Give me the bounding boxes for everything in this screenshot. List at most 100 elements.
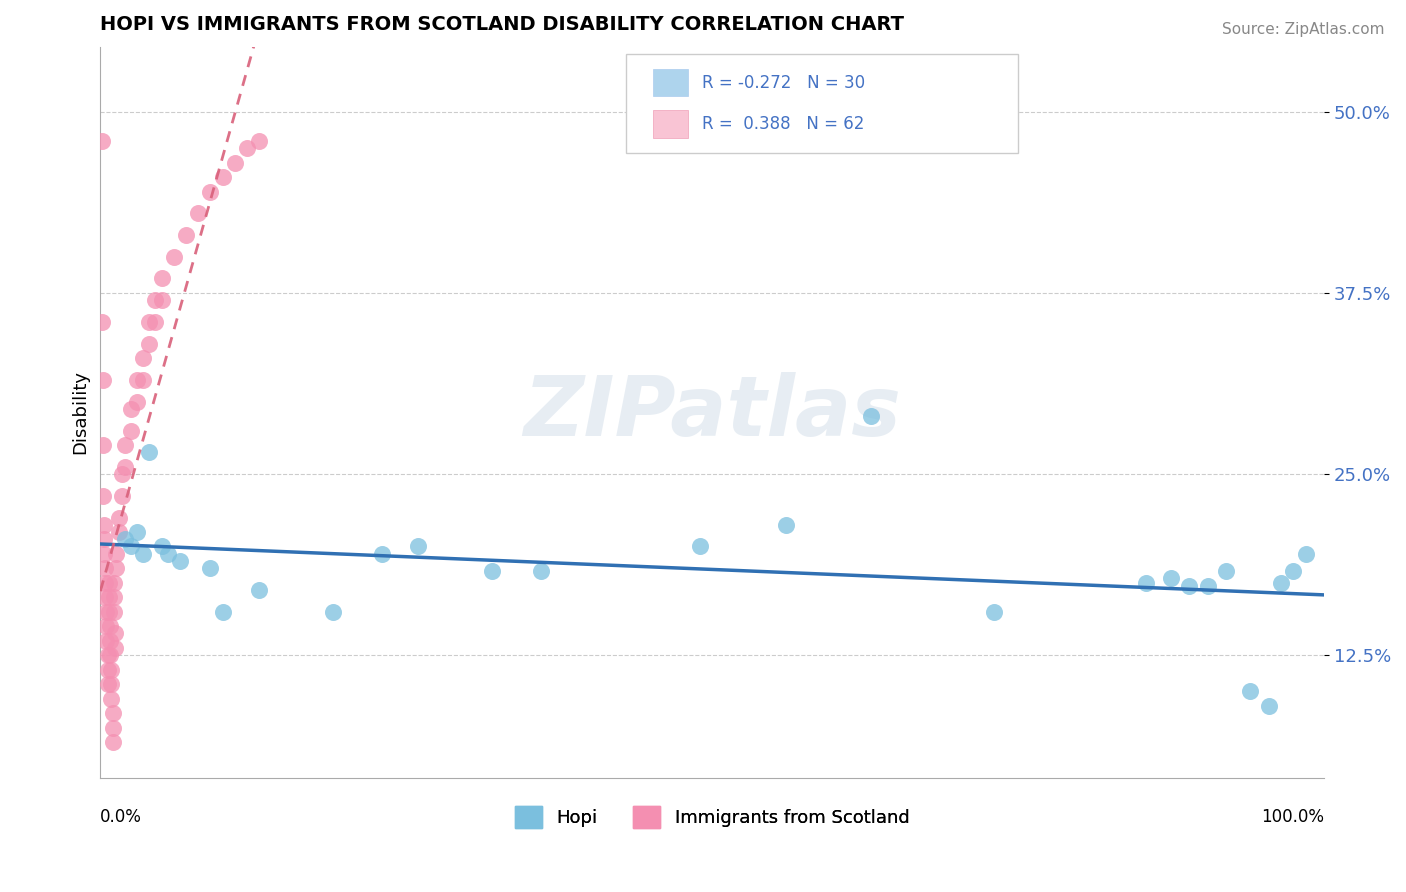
Point (120, 401, 142, 416)
Point (114, 459, 136, 474)
Point (90, 315, 112, 329)
Point (249, 582, 271, 597)
Point (97, 648, 120, 662)
Point (322, 605, 344, 619)
Point (120, 540, 142, 554)
Point (145, 293, 167, 308)
Point (249, 134, 271, 148)
Point (125, 373, 148, 387)
Point (98, 619, 121, 633)
Point (104, 640, 127, 655)
Point (111, 467, 134, 481)
Point (120, 424, 142, 438)
Point (103, 590, 125, 604)
Point (1135, 575, 1157, 590)
Text: Source: ZipAtlas.com: Source: ZipAtlas.com (1222, 22, 1385, 37)
Text: R = -0.272   N = 30: R = -0.272 N = 30 (703, 73, 866, 92)
FancyBboxPatch shape (654, 69, 688, 96)
Point (150, 540, 173, 554)
FancyBboxPatch shape (627, 54, 1018, 153)
Point (103, 605, 125, 619)
Point (93, 517, 115, 532)
Point (94, 590, 117, 604)
Point (91, 373, 114, 387)
Point (775, 517, 797, 532)
Point (96, 619, 118, 633)
Point (408, 540, 430, 554)
Point (114, 533, 136, 547)
Point (371, 547, 394, 561)
Point (125, 394, 148, 409)
Point (132, 351, 155, 366)
Point (125, 524, 148, 539)
Point (174, 227, 197, 242)
Point (1257, 698, 1279, 713)
Point (105, 547, 128, 561)
Point (103, 575, 125, 590)
Point (96, 633, 118, 648)
Point (481, 564, 503, 578)
Point (200, 561, 222, 575)
Point (90, 134, 112, 148)
Point (107, 510, 129, 524)
Point (100, 663, 122, 677)
Point (1239, 684, 1261, 698)
Point (96, 605, 118, 619)
Point (94, 575, 117, 590)
Point (93, 533, 115, 547)
Text: 0.0%: 0.0% (100, 808, 142, 826)
Point (98, 648, 121, 662)
Point (983, 605, 1005, 619)
Point (97, 575, 120, 590)
Point (211, 605, 233, 619)
Point (1295, 547, 1317, 561)
Point (145, 315, 167, 329)
Point (224, 155, 246, 169)
Point (105, 561, 128, 575)
Point (1215, 564, 1237, 578)
Point (1270, 575, 1292, 590)
Point (97, 590, 120, 604)
Point (187, 206, 209, 220)
Legend: Hopi, Immigrants from Scotland: Hopi, Immigrants from Scotland (508, 798, 917, 835)
Point (211, 169, 233, 184)
Text: HOPI VS IMMIGRANTS FROM SCOTLAND DISABILITY CORRELATION CHART: HOPI VS IMMIGRANTS FROM SCOTLAND DISABIL… (100, 15, 904, 34)
FancyBboxPatch shape (654, 111, 688, 138)
Text: R =  0.388   N = 62: R = 0.388 N = 62 (703, 115, 865, 133)
Point (200, 185, 222, 199)
Point (101, 735, 124, 749)
Point (156, 547, 179, 561)
Point (101, 721, 124, 735)
Point (138, 336, 160, 351)
Point (100, 691, 122, 706)
Point (107, 524, 129, 539)
Point (689, 540, 711, 554)
Point (150, 271, 173, 285)
Point (100, 677, 122, 691)
Point (138, 445, 160, 459)
Point (236, 141, 259, 155)
Point (150, 293, 173, 308)
Point (97, 605, 120, 619)
Point (94, 561, 117, 575)
Point (1178, 578, 1201, 592)
Point (91, 438, 114, 452)
Point (530, 564, 553, 578)
Point (163, 250, 186, 264)
Point (132, 547, 155, 561)
Point (1282, 564, 1305, 578)
Point (97, 663, 120, 677)
Point (98, 633, 121, 648)
Y-axis label: Disability: Disability (72, 370, 89, 454)
Point (101, 706, 124, 720)
Point (138, 315, 160, 329)
Point (860, 409, 883, 423)
Point (97, 677, 120, 691)
Point (1197, 578, 1219, 592)
Point (114, 438, 136, 452)
Point (132, 373, 155, 387)
Text: 100.0%: 100.0% (1261, 808, 1324, 826)
Point (169, 554, 191, 568)
Point (111, 489, 134, 503)
Point (93, 547, 115, 561)
